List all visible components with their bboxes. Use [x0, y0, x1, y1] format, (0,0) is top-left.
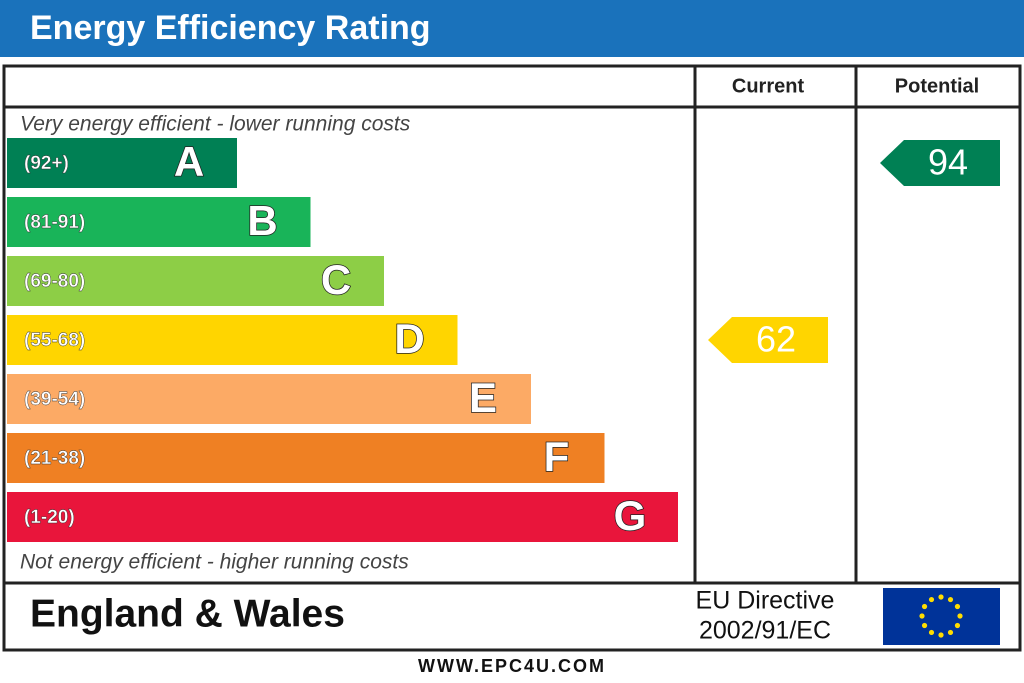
star — [938, 632, 944, 638]
band-bar — [7, 138, 237, 188]
directive-line: EU Directive — [696, 587, 835, 615]
band-bar — [7, 315, 458, 365]
band-letter: E — [469, 374, 497, 421]
star — [938, 594, 944, 600]
star — [954, 603, 961, 610]
rating-arrow — [708, 317, 828, 363]
band-range: (69-80) — [24, 271, 85, 292]
band-range: (81-91) — [24, 212, 85, 233]
band-letter: D — [394, 315, 424, 362]
band-bar — [7, 256, 384, 306]
band-letter: C — [321, 256, 351, 303]
column-header: Potential — [895, 75, 979, 97]
band-bar — [7, 433, 605, 483]
band-letter: F — [544, 433, 570, 480]
star — [919, 613, 925, 619]
band-letter: A — [174, 138, 204, 185]
title: Energy Efficiency Rating — [30, 9, 431, 47]
star — [928, 596, 935, 603]
star — [947, 596, 954, 603]
star — [957, 613, 963, 619]
top-note: Very energy efficient - lower running co… — [20, 113, 411, 136]
star — [954, 622, 961, 629]
star — [928, 629, 935, 636]
band-letter: B — [247, 197, 277, 244]
column-header: Current — [732, 75, 805, 97]
star — [921, 603, 928, 610]
title-bar — [0, 0, 1024, 57]
star — [921, 622, 928, 629]
band-bar — [7, 374, 531, 424]
band-bar — [7, 492, 678, 542]
band-letter: G — [614, 492, 647, 539]
band-range: (21-38) — [24, 448, 85, 469]
band-range: (39-54) — [24, 389, 85, 410]
rating-value: 94 — [928, 142, 968, 183]
frame — [2, 64, 1022, 652]
band-range: (1-20) — [24, 507, 75, 528]
region: England & Wales — [30, 592, 345, 635]
directive-line: 2002/91/EC — [699, 617, 831, 645]
band-bar — [7, 197, 311, 247]
star — [947, 629, 954, 636]
eu-stars — [919, 594, 963, 638]
band-range: (55-68) — [24, 330, 85, 351]
website: WWW.EPC4U.COM — [418, 656, 606, 676]
rating-arrow — [880, 140, 1000, 186]
rating-value: 62 — [756, 319, 796, 360]
bottom-note: Not energy efficient - higher running co… — [20, 551, 409, 574]
band-range: (92+) — [24, 153, 69, 174]
